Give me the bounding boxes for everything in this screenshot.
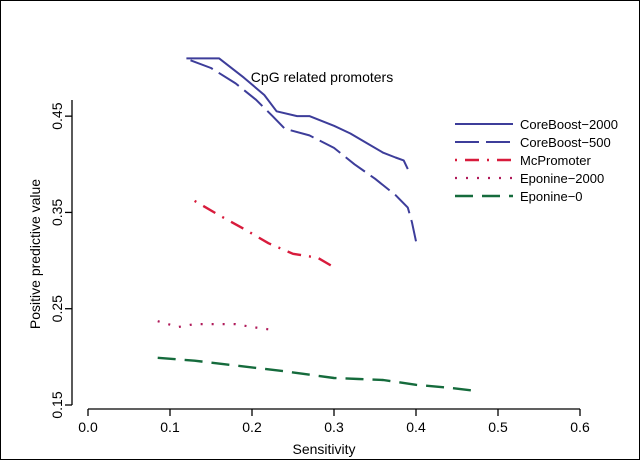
- series-line-4: [157, 320, 273, 331]
- chart-title: CpG related promoters: [251, 69, 393, 85]
- y-tick-label: 0.45: [49, 102, 65, 129]
- legend-label-4: Eponine−2000: [520, 171, 604, 186]
- series-line-2: [190, 59, 417, 242]
- y-tick-label: 0.35: [49, 199, 65, 226]
- x-tick-label: 0.6: [570, 419, 590, 435]
- x-tick-label: 0.5: [488, 419, 508, 435]
- legend-label-2: CoreBoost−500: [520, 135, 611, 150]
- x-tick-label: 0.4: [406, 419, 426, 435]
- y-tick-label: 0.15: [49, 391, 65, 418]
- legend-label-1: CoreBoost−2000: [520, 117, 618, 132]
- y-axis-title: Positive predictive value: [27, 179, 43, 329]
- legend: CoreBoost−2000 CoreBoost−500 McPromoter Epo…: [455, 117, 618, 204]
- y-tick-label: 0.25: [49, 295, 65, 322]
- x-ticks: 0.0 0.1 0.2 0.3 0.4 0.5 0.6: [78, 409, 590, 435]
- series-line-3: [193, 199, 335, 269]
- x-tick-label: 0.2: [242, 419, 262, 435]
- series-line-5: [157, 356, 474, 392]
- x-tick-label: 0.3: [324, 419, 344, 435]
- x-axis-title: Sensitivity: [292, 441, 355, 457]
- x-tick-label: 0.0: [78, 419, 98, 435]
- axes: [71, 100, 580, 410]
- plot-area: [157, 57, 474, 392]
- legend-label-5: Eponine−0: [520, 189, 583, 204]
- series-line-1: [186, 57, 409, 170]
- y-ticks: 0.15 0.25 0.35 0.45: [49, 102, 72, 419]
- legend-label-3: McPromoter: [520, 153, 591, 168]
- x-tick-label: 0.1: [160, 419, 180, 435]
